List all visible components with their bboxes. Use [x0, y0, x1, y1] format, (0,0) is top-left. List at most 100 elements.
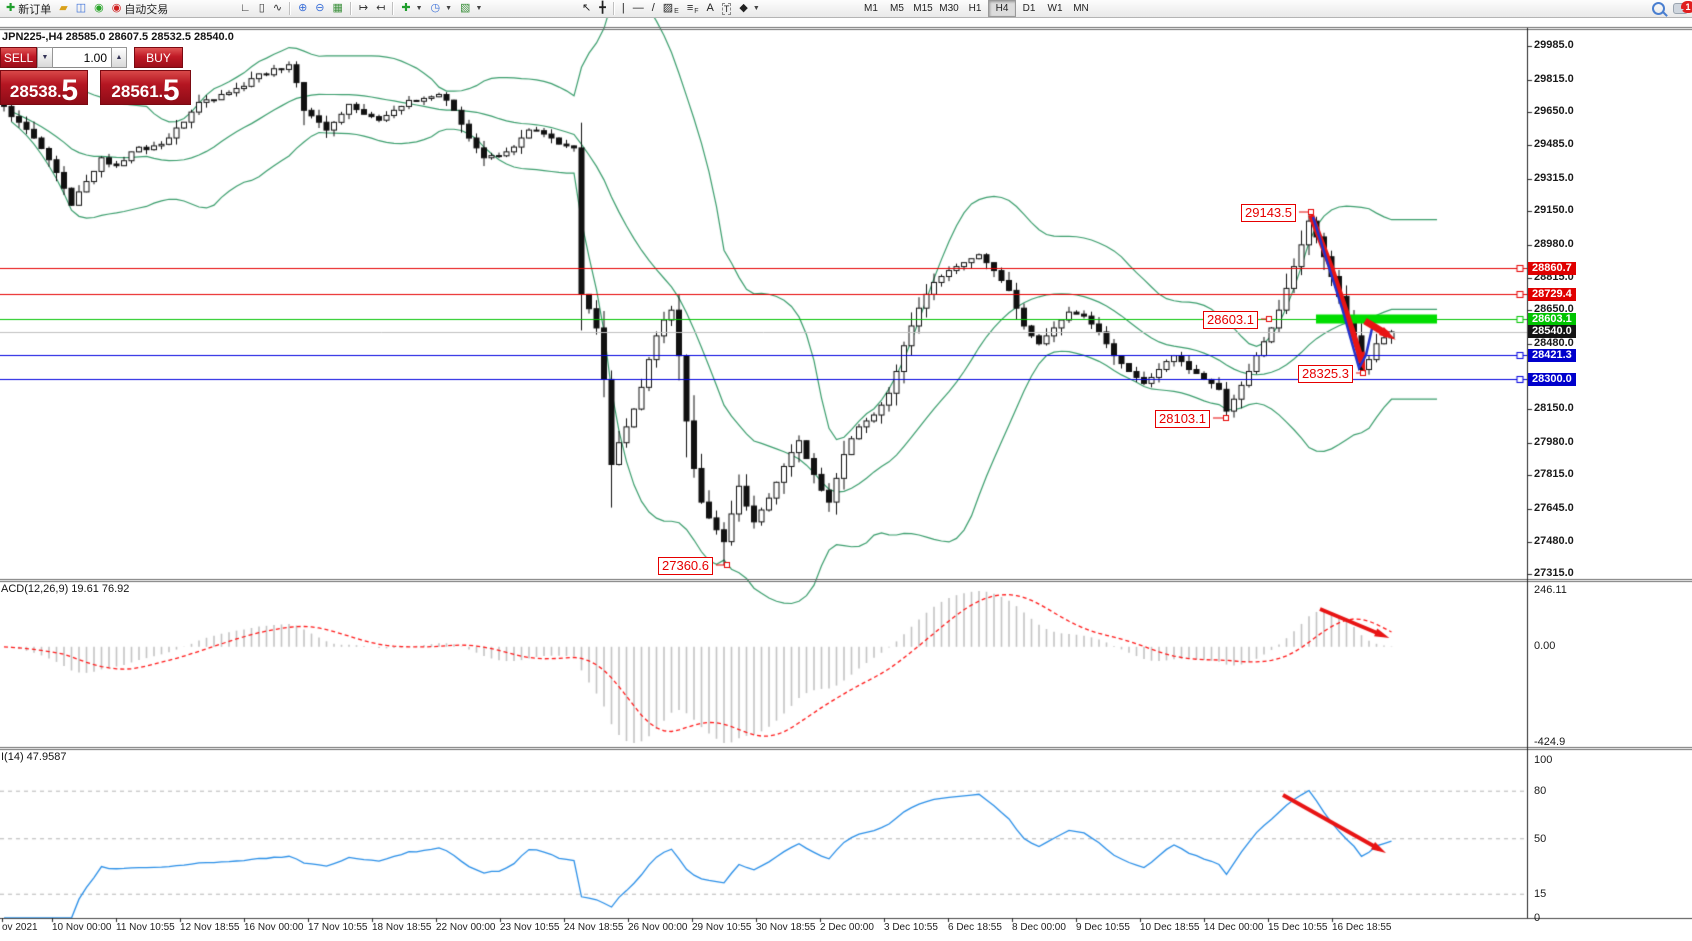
chart-window-button[interactable]: ◫: [72, 0, 90, 17]
sell-price[interactable]: 28538. 5: [0, 70, 88, 106]
profiles-button[interactable]: ▰: [55, 0, 71, 17]
tab-timeframe-M5[interactable]: M5: [890, 3, 904, 14]
new-order-icon: ✚: [6, 2, 16, 14]
date-axis-label: 16 Nov 00:00: [244, 922, 304, 933]
signals-icon: ◉: [94, 2, 104, 14]
macd-axis-label: -424.9: [1534, 736, 1566, 748]
volume-increase-button[interactable]: ▲: [111, 47, 127, 68]
date-axis-label: 8 Dec 00:00: [1012, 922, 1066, 933]
buy-price-main: 28561: [111, 82, 159, 101]
line-chart-icon: ∿: [272, 2, 283, 14]
zoom-in-icon: ⊕: [298, 2, 308, 14]
date-axis-label: 26 Nov 00:00: [628, 922, 688, 933]
chevron-down-icon[interactable]: ▼: [475, 5, 483, 12]
rsi-axis-label: 100: [1534, 753, 1553, 766]
candle-chart-button[interactable]: ▯: [255, 0, 269, 17]
price-annotation[interactable]: 28103.1: [1155, 410, 1210, 428]
price-axis-label: 28480.0: [1534, 336, 1574, 349]
price-line-badge: 28860.7: [1528, 261, 1576, 275]
toolbar-separator: [289, 2, 292, 15]
price-annotation[interactable]: 27360.6: [658, 557, 713, 575]
price-axis-label: 29150.0: [1534, 204, 1574, 217]
standard-toolbar-group: ✚ 新订单 ▰ ◫ ◉ ◉ 自动交易: [2, 0, 172, 17]
chart-shift-icon: ↤: [376, 2, 386, 14]
label-button[interactable]: T: [718, 0, 736, 17]
price-axis-label: 28650.0: [1534, 303, 1574, 316]
date-axis-label: 24 Nov 18:55: [564, 922, 624, 933]
price-axis-label: 27815.0: [1534, 468, 1574, 481]
charts-toolbar-group: ∟ ▯ ∿ ⊕ ⊖ ▦ ↦ ↤ ✚ ▼ ◷ ▼ ▧ ▼: [236, 0, 486, 17]
tile-windows-button[interactable]: ▦: [329, 0, 347, 17]
volume-decrease-button[interactable]: ▼: [37, 47, 53, 68]
text-button[interactable]: A: [703, 0, 718, 17]
zoom-out-icon: ⊖: [315, 2, 325, 14]
price-annotation[interactable]: 29143.5: [1241, 204, 1296, 222]
volume-input[interactable]: [53, 47, 111, 68]
cursor-icon: ↖: [582, 2, 592, 14]
tab-timeframe-H1[interactable]: H1: [968, 3, 982, 14]
vertical-line-button[interactable]: |: [618, 0, 629, 17]
label-icon: T: [721, 2, 732, 15]
autotrade-button[interactable]: ◉ 自动交易: [108, 0, 173, 17]
chevron-up-icon: ▲: [115, 54, 123, 61]
arrows-button[interactable]: ◆ ▼: [735, 0, 763, 17]
fibonacci-icon: ≡: [686, 2, 694, 14]
price-annotation[interactable]: 28603.1: [1203, 311, 1258, 329]
price-axis-label: 27645.0: [1534, 502, 1574, 515]
tab-timeframe-H4[interactable]: H4: [988, 0, 1016, 17]
chat-bubble-icon[interactable]: 1: [1673, 1, 1692, 14]
crosshair-icon: ╋: [599, 2, 606, 14]
buy-price[interactable]: 28561. 5: [100, 70, 191, 107]
tab-timeframe-M30[interactable]: M30: [939, 3, 959, 14]
chart-canvas[interactable]: [0, 18, 1692, 941]
tab-timeframe-M1[interactable]: M1: [864, 3, 878, 14]
date-axis-label: 14 Dec 00:00: [1204, 922, 1264, 933]
price-annotation[interactable]: 28325.3: [1298, 365, 1353, 383]
macd-axis-label: 0.00: [1534, 639, 1556, 652]
toolbar-separator: [349, 2, 352, 15]
sell-button[interactable]: SELL: [0, 47, 37, 68]
date-axis-label: 16 Dec 18:55: [1332, 922, 1392, 933]
horizontal-line-button[interactable]: —: [629, 0, 648, 17]
fibonacci-button[interactable]: ≡ F: [686, 2, 699, 15]
price-axis-label: 29650.0: [1534, 105, 1574, 118]
periods-button[interactable]: ◷ ▼: [427, 0, 457, 17]
indicators-button[interactable]: ✚ ▼: [397, 0, 426, 17]
chevron-down-icon[interactable]: ▼: [445, 5, 453, 12]
new-order-button[interactable]: ✚ 新订单: [2, 0, 55, 17]
chart-shift-button[interactable]: ↤: [372, 0, 389, 17]
zoom-in-button[interactable]: ⊕: [294, 0, 311, 17]
rsi-axis-label: 80: [1534, 785, 1547, 798]
symbol-ohlc-info: JPN225-,H4 28585.0 28607.5 28532.5 28540…: [2, 31, 234, 43]
trendline-button[interactable]: /: [648, 0, 659, 17]
line-chart-button[interactable]: ∿: [269, 0, 286, 17]
bar-chart-button[interactable]: ∟: [236, 0, 255, 17]
auto-scroll-button[interactable]: ↦: [355, 0, 372, 17]
chevron-down-icon[interactable]: ▼: [752, 5, 760, 12]
date-axis-label: ov 2021: [2, 922, 38, 933]
date-axis-label: 10 Dec 18:55: [1140, 922, 1200, 933]
tab-timeframe-MN[interactable]: MN: [1073, 3, 1089, 14]
price-axis-label: 28150.0: [1534, 402, 1574, 415]
tab-timeframe-W1[interactable]: W1: [1047, 3, 1063, 14]
auto-scroll-icon: ↦: [358, 2, 369, 14]
buy-button[interactable]: BUY: [134, 47, 183, 68]
cursor-button[interactable]: ↖: [578, 0, 595, 17]
date-axis-label: 3 Dec 10:55: [884, 922, 938, 933]
tab-timeframe-M15[interactable]: M15: [913, 3, 933, 14]
chevron-down-icon[interactable]: ▼: [415, 5, 423, 12]
tile-windows-icon: ▦: [332, 2, 343, 14]
templates-button[interactable]: ▧ ▼: [456, 0, 486, 17]
search-icon[interactable]: [1652, 2, 1665, 15]
price-axis-label: 29315.0: [1534, 171, 1574, 184]
trade-panel-prices: 28538. 5 28561. 5: [0, 70, 192, 107]
periods-icon: ◷: [430, 2, 441, 14]
channel-button[interactable]: ▨ E: [662, 2, 679, 15]
signals-button[interactable]: ◉: [90, 0, 108, 17]
tab-timeframe-D1[interactable]: D1: [1022, 3, 1036, 14]
price-axis-label: 29985.0: [1534, 39, 1574, 51]
buy-price-frac: 5: [162, 74, 180, 107]
date-axis-label: 2 Dec 00:00: [820, 922, 874, 933]
zoom-out-button[interactable]: ⊖: [311, 0, 328, 17]
crosshair-button[interactable]: ╋: [595, 0, 610, 17]
